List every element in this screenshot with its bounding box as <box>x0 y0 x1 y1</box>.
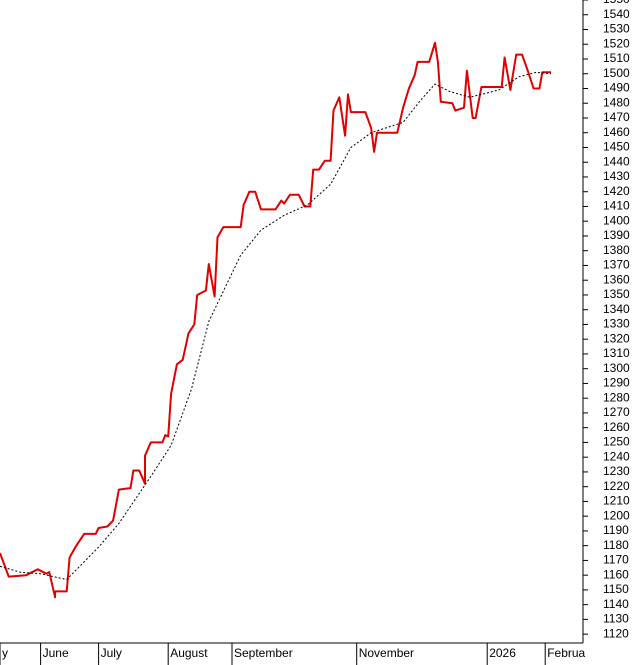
y-tick-label: 1490 <box>603 81 630 95</box>
y-tick-label: 1240 <box>603 449 630 463</box>
y-tick-label: 1510 <box>603 51 630 65</box>
y-tick-label: 1200 <box>603 508 630 522</box>
y-tick-label: 1410 <box>603 199 630 213</box>
y-tick-label: 1440 <box>603 154 630 168</box>
y-tick-label: 1230 <box>603 464 630 478</box>
y-tick-label: 1250 <box>603 435 630 449</box>
x-tick-label: Februa <box>547 646 585 660</box>
y-tick-label: 1470 <box>603 110 630 124</box>
y-tick-label: 1400 <box>603 213 630 227</box>
y-tick-label: 1320 <box>603 331 630 345</box>
y-tick-label: 1220 <box>603 479 630 493</box>
x-tick-label: August <box>170 646 208 660</box>
y-tick-label: 1500 <box>603 66 630 80</box>
y-tick-label: 1270 <box>603 405 630 419</box>
x-tick-label: y <box>2 646 8 660</box>
y-tick-label: 1120 <box>603 626 629 640</box>
y-tick-label: 1340 <box>603 302 630 316</box>
y-tick-label: 1190 <box>603 523 629 537</box>
x-tick-label: July <box>101 646 122 660</box>
y-tick-label: 1360 <box>603 272 630 286</box>
y-tick-label: 1460 <box>603 125 630 139</box>
y-tick-label: 1330 <box>603 317 630 331</box>
x-tick-label: June <box>43 646 69 660</box>
y-tick-label: 1350 <box>603 287 630 301</box>
y-tick-label: 1260 <box>603 420 630 434</box>
y-tick-label: 1540 <box>603 7 630 21</box>
price-line <box>0 41 551 599</box>
y-tick-label: 1480 <box>603 95 630 109</box>
y-tick-label: 1550 <box>603 0 630 6</box>
y-tick-label: 1530 <box>603 22 630 36</box>
price-line <box>0 71 552 581</box>
y-tick-label: 1430 <box>603 169 630 183</box>
y-tick-label: 1210 <box>603 494 630 508</box>
y-tick-label: 1280 <box>603 390 630 404</box>
x-tick-label: September <box>234 646 293 660</box>
y-tick-label: 1180 <box>603 538 629 552</box>
y-tick-label: 1310 <box>603 346 630 360</box>
y-tick-label: 1370 <box>603 258 630 272</box>
y-tick-label: 1380 <box>603 243 630 257</box>
y-tick-label: 1160 <box>603 567 629 581</box>
y-tick-label: 1390 <box>603 228 630 242</box>
y-tick-label: 1290 <box>603 376 630 390</box>
y-tick-label: 1150 <box>603 582 629 596</box>
y-tick-label: 1520 <box>603 36 630 50</box>
y-tick-label: 1450 <box>603 140 630 154</box>
y-tick-label: 1140 <box>603 597 629 611</box>
x-tick-label: 2026 <box>489 646 516 660</box>
y-tick-label: 1300 <box>603 361 630 375</box>
y-tick-label: 1420 <box>603 184 630 198</box>
y-tick-label: 1170 <box>603 553 629 567</box>
y-tick-label: 1130 <box>603 612 629 626</box>
x-tick-label: November <box>359 646 414 660</box>
